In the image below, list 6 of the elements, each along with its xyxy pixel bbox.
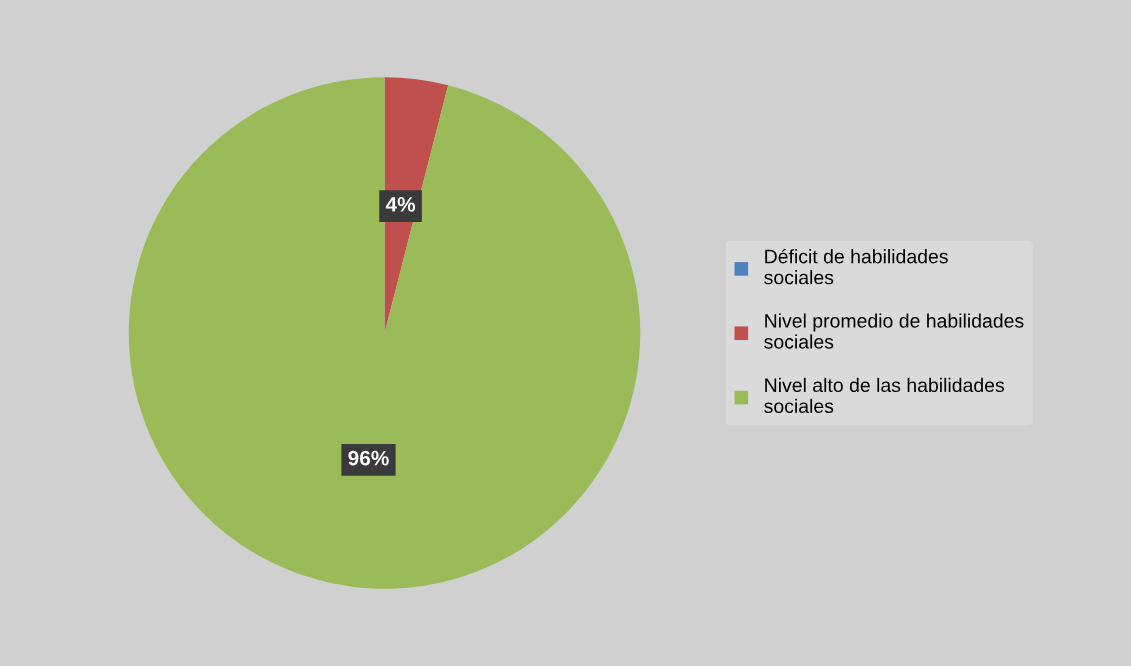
- legend-label: Nivel alto de las habilidades sociales: [764, 377, 1005, 414]
- data-label: 4%: [385, 197, 416, 212]
- data-label: 96%: [348, 450, 389, 466]
- pie-slice: [128, 77, 641, 589]
- legend-label: Déficit de habilidades sociales: [764, 248, 948, 285]
- legend-label: Nivel promedio de habilidades sociales: [764, 313, 1024, 349]
